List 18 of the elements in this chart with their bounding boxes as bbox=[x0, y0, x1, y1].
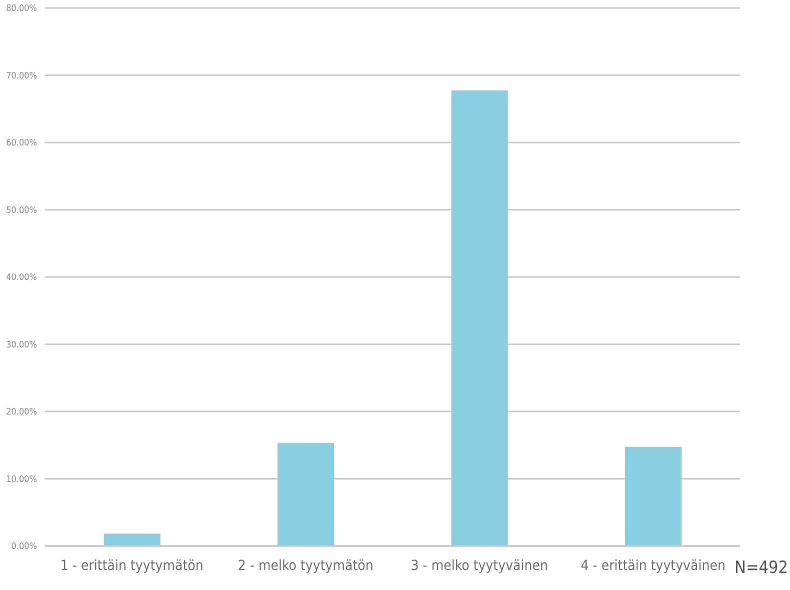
y-tick-label: 0.00% bbox=[11, 542, 38, 552]
y-tick-label: 80.00% bbox=[6, 4, 38, 14]
y-tick-label: 20.00% bbox=[6, 408, 38, 418]
y-tick-label: 40.00% bbox=[6, 273, 38, 284]
y-tick-label: 50.00% bbox=[6, 206, 38, 216]
bar bbox=[451, 90, 508, 546]
bar bbox=[625, 446, 682, 546]
text: N=492 bbox=[734, 558, 788, 578]
x-tick-label: 2 - melko tyytymätön bbox=[238, 558, 374, 574]
y-tick-label: 10.00% bbox=[6, 474, 38, 485]
x-tick-label: 4 - erittäin tyytyväinen bbox=[580, 558, 726, 574]
bar bbox=[104, 534, 160, 546]
y-tick-label: 60.00% bbox=[6, 138, 38, 149]
x-tick-label: 3 - melko tyytyväinen bbox=[410, 558, 548, 574]
y-tick-label: 70.00% bbox=[6, 71, 38, 82]
x-tick-label: 1 - erittäin tyytymätön bbox=[60, 558, 204, 574]
bar bbox=[278, 442, 334, 546]
y-tick-label: 30.00% bbox=[6, 340, 38, 350]
